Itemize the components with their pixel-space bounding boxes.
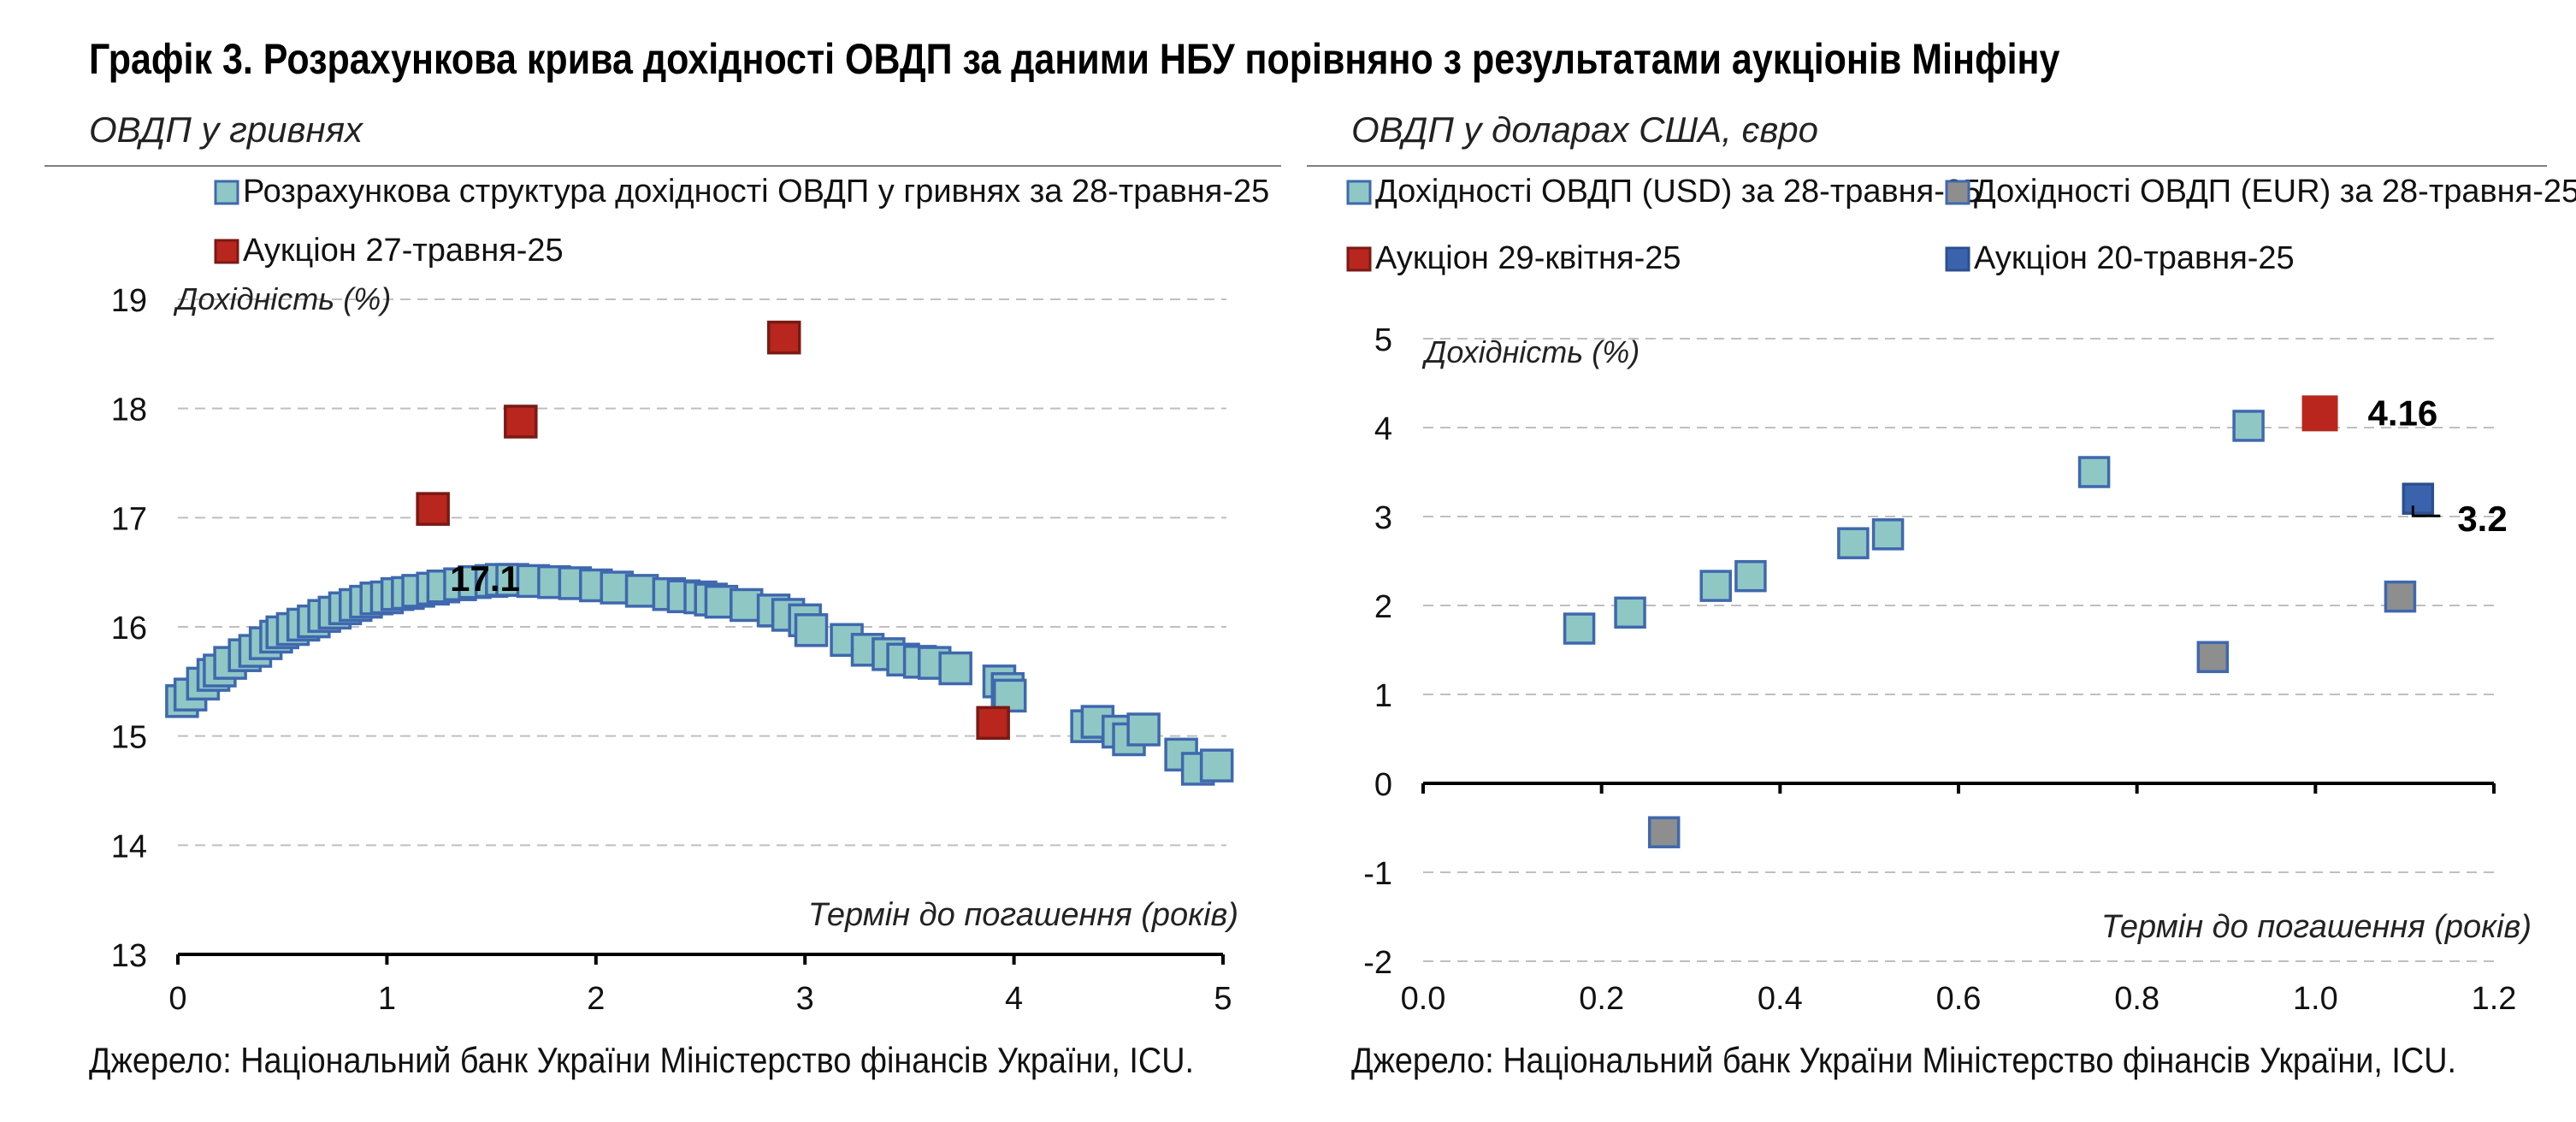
- y-tick-label: 13: [111, 938, 147, 974]
- data-point: [992, 678, 1027, 713]
- data-point: [976, 706, 1010, 741]
- data-point: [2301, 395, 2338, 432]
- y-tick-label: 16: [111, 611, 147, 647]
- x-tick-label: 1.0: [2293, 981, 2338, 1017]
- legend-swatch: [1346, 180, 1372, 205]
- x-tick-label: 3: [796, 981, 814, 1017]
- x-tick-label: 0.0: [1401, 981, 1446, 1017]
- x-axis-title: Термін до погашення (років): [2101, 909, 2532, 945]
- y-tick-label: -2: [1363, 945, 1392, 981]
- left-source-note: Джерело: Національний банк України Мініс…: [89, 1040, 1194, 1080]
- data-point: [1871, 518, 1905, 551]
- y-tick-label: 18: [111, 393, 147, 428]
- series-Дохідності ОВДП (USD) за 28-травня-25: [1563, 410, 2265, 645]
- data-point: [2232, 410, 2265, 442]
- y-tick-label: 19: [111, 283, 147, 319]
- data-label: 17.1: [450, 558, 520, 599]
- data-point: [416, 492, 450, 526]
- data-point: [1734, 559, 1767, 593]
- page-title: Графік 3. Розрахункова крива дохідності …: [89, 35, 2060, 83]
- data-point: [504, 405, 538, 439]
- series-Аукціон 27-травня-25: [416, 320, 1010, 741]
- legend-label: Розрахункова структура дохідності ОВДП у…: [243, 174, 1269, 210]
- x-tick-label: 1.2: [2472, 981, 2517, 1017]
- x-tick-label: 1: [378, 981, 396, 1017]
- x-tick-label: 0.6: [1936, 981, 1982, 1017]
- legend-label: Дохідності ОВДП (EUR) за 28-травня-25: [1974, 174, 2576, 210]
- legend-label: Аукціон 20-травня-25: [1974, 240, 2295, 276]
- x-tick-label: 2: [587, 981, 605, 1017]
- x-axis-title: Термін до погашення (років): [808, 897, 1238, 933]
- legend-item: Дохідності ОВДП (EUR) за 28-травня-25: [1945, 174, 2576, 210]
- data-point: [767, 320, 801, 355]
- right-chart: -2 -1 0 1 2 3 4 5 0.0 0.2 0.4 0.6 0.8 1.0 1.2 Дохідніст…: [1346, 174, 2576, 1017]
- y-tick-label: -1: [1363, 856, 1392, 892]
- series-Розрахункова структура дохідності ОВДП у гривнях за 28-травня-25: [165, 563, 1234, 786]
- data-point: [1614, 596, 1646, 629]
- right-source-note: Джерело: Національний банк України Мініс…: [1351, 1040, 2456, 1080]
- y-tick-label: 17: [111, 501, 147, 537]
- annotation-leader-line: [2411, 505, 2441, 517]
- legend-item: Розрахункова структура дохідності ОВДП у…: [214, 174, 1269, 210]
- y-axis-title: Дохідність (%): [173, 281, 391, 316]
- x-tick-label: 0.8: [2114, 981, 2159, 1017]
- right-chart-rule: [1307, 165, 2547, 167]
- y-tick-label: 14: [111, 829, 147, 865]
- left-chart-subtitle: ОВДП у гривнях: [89, 109, 363, 150]
- y-tick-label: 5: [1374, 322, 1392, 358]
- legend-swatch: [1945, 246, 1970, 272]
- y-tick-label: 0: [1374, 767, 1392, 803]
- legend-label: Аукціон 27-травня-25: [243, 233, 564, 269]
- left-chart: 13 14 15 16 17 18 19 0 1 2 3 4 5 Дохідність (%) Термін…: [111, 174, 1270, 1017]
- legend-item: Аукціон 29-квітня-25: [1346, 240, 1681, 276]
- right-chart-subtitle: ОВДП у доларах США, євро: [1351, 109, 1818, 150]
- series-Аукціон 29-квітня-25: [2301, 395, 2338, 432]
- y-tick-label: 15: [111, 720, 147, 756]
- left-chart-rule: [44, 165, 1281, 167]
- legend-swatch: [1945, 180, 1970, 205]
- legend-label: Дохідності ОВДП (USD) за 28-травня-25: [1375, 174, 1981, 210]
- series-Дохідності ОВДП (EUR) за 28-травня-25: [1647, 580, 2417, 848]
- data-point: [1126, 712, 1161, 747]
- legend-label: Аукціон 29-квітня-25: [1375, 240, 1681, 276]
- x-tick-label: 5: [1214, 981, 1232, 1017]
- x-tick-label: 0.4: [1758, 981, 1803, 1017]
- data-point: [2196, 641, 2230, 674]
- legend-swatch: [214, 180, 239, 205]
- series-Аукціон 20-травня-25: [2402, 482, 2435, 515]
- data-point: [1647, 816, 1681, 848]
- x-tick-label: 0: [168, 981, 186, 1017]
- data-point: [1699, 570, 1732, 602]
- data-point: [1563, 612, 1596, 645]
- legend-item: Дохідності ОВДП (USD) за 28-травня-25: [1346, 174, 1981, 210]
- data-point: [2077, 456, 2111, 488]
- y-tick-label: 1: [1374, 678, 1392, 714]
- x-tick-label: 4: [1005, 981, 1023, 1017]
- legend-swatch: [214, 239, 239, 264]
- data-label: 4.16: [2368, 393, 2438, 433]
- data-point: [2402, 482, 2435, 515]
- data-point: [938, 651, 972, 686]
- legend-item: Аукціон 27-травня-25: [214, 233, 564, 269]
- legend-item: Аукціон 20-травня-25: [1945, 240, 2295, 276]
- data-label: 3.2: [2457, 499, 2507, 539]
- legend-swatch: [1346, 246, 1372, 272]
- y-tick-label: 4: [1374, 411, 1392, 447]
- data-point: [1199, 748, 1234, 782]
- data-point: [1837, 527, 1870, 559]
- y-axis-title: Дохідність (%): [1421, 334, 1640, 369]
- y-tick-label: 3: [1374, 500, 1392, 536]
- y-tick-label: 2: [1374, 589, 1392, 625]
- data-point: [794, 613, 829, 647]
- x-tick-label: 0.2: [1579, 981, 1624, 1017]
- data-point: [2384, 580, 2417, 613]
